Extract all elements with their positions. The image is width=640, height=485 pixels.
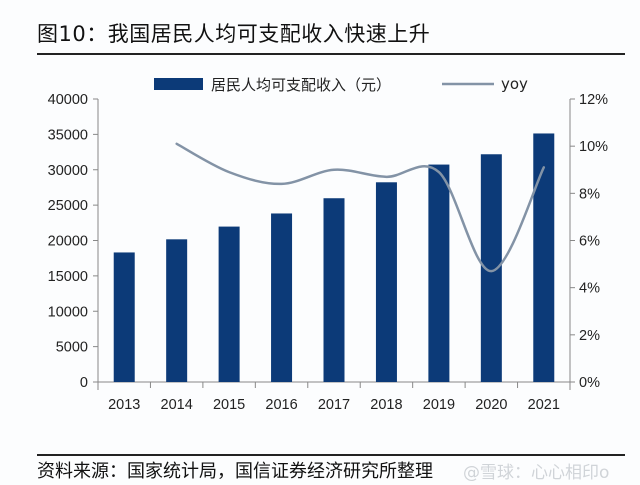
legend-bar-label: 居民人均可支配收入（元） [211,76,391,94]
x-tick-label: 2015 [213,397,245,413]
left-tick-label: 25000 [48,198,88,214]
bar-2017 [323,198,345,382]
x-tick-label: 2020 [475,397,507,413]
x-tick-label: 2019 [423,397,455,413]
left-tick-label: 5000 [56,340,88,356]
right-tick-label: 6% [579,234,600,250]
chart-title: 图10：我国居民人均可支配收入快速上升 [37,22,431,46]
watermark: @雪球：心心相印o [463,463,610,483]
bar-2018 [375,182,397,382]
right-tick-label: 2% [579,328,600,344]
source-rule [37,454,625,456]
title-rule [37,53,625,55]
legend-line-label: yoy [501,75,528,93]
left-tick-label: 10000 [48,304,88,320]
bar-2019 [428,164,450,382]
yoy-line [175,142,546,273]
bar-2013 [113,252,135,382]
x-tick-label: 2018 [370,397,402,413]
left-tick-label: 15000 [48,269,88,285]
right-tick-label: 4% [579,281,600,297]
x-tick-label: 2013 [108,397,140,413]
right-tick-label: 10% [579,139,608,155]
legend: 居民人均可支配收入（元） yoy [154,75,528,94]
left-tick-label: 20000 [48,234,88,250]
x-tick-label: 2014 [161,397,193,413]
left-tick-label: 40000 [48,92,88,108]
right-tick-label: 12% [579,92,608,108]
bar-2021 [533,133,555,382]
bar-2020 [480,154,502,382]
right-tick-label: 8% [579,186,600,202]
x-tick-label: 2016 [265,397,297,413]
bar-2015 [218,226,240,382]
right-tick-label: 0% [579,375,600,391]
source-note: 资料来源：国家统计局，国信证券经济研究所整理 [37,461,433,482]
x-tick-label: 2021 [528,397,560,413]
x-tick-label: 2017 [318,397,350,413]
legend-bar-swatch [154,78,203,90]
left-tick-label: 0 [80,375,88,391]
bar-2016 [271,213,293,382]
left-tick-label: 30000 [48,163,88,179]
bar-2014 [166,239,188,382]
left-tick-label: 35000 [48,127,88,143]
